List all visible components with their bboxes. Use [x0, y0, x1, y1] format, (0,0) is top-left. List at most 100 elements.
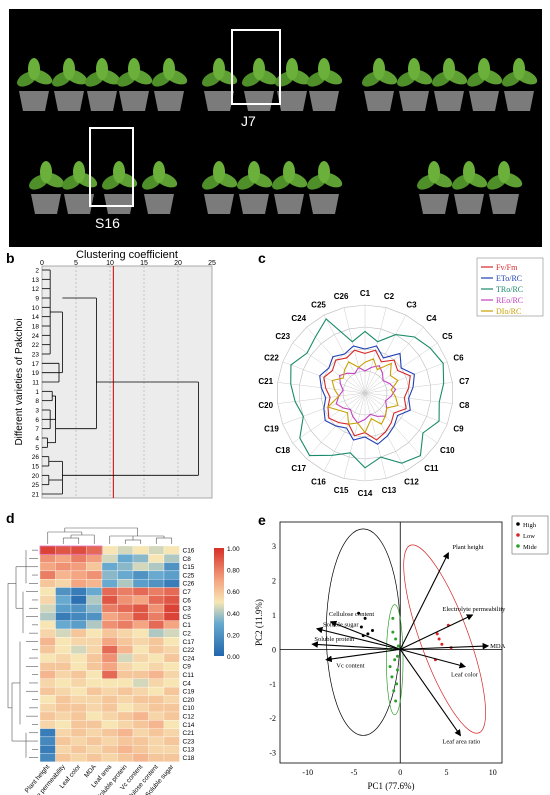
- radar-spoke: [364, 361, 448, 394]
- leaf-label: 12: [32, 286, 40, 293]
- heatmap-cell: [86, 603, 103, 613]
- heatmap-cell: [55, 579, 72, 588]
- heatmap-cell: [55, 545, 72, 555]
- pot: [454, 194, 484, 214]
- legend-label: Fv/Fm: [496, 263, 518, 272]
- heatmap-cell: [70, 603, 87, 613]
- heatmap-cell: [101, 703, 118, 713]
- pca-panel: -10 -5 0 5 10 -3 -2 -1 0 1 2 3 PC1 (77.6%) PC2 (11.9%…: [250, 508, 550, 795]
- heatmap-cell: [163, 612, 180, 621]
- scatter-point-mide: [391, 616, 395, 620]
- radar-axis-label: C24: [291, 314, 306, 323]
- pot: [104, 194, 134, 214]
- heatmap-cell: [101, 562, 118, 572]
- leaf: [113, 161, 125, 183]
- row-label: C11: [183, 672, 195, 679]
- heatmap-cell: [117, 711, 134, 721]
- row-label: C6: [183, 597, 192, 604]
- heatmap-cell: [117, 579, 134, 588]
- heatmap-cell: [55, 745, 72, 754]
- row-label: C13: [183, 747, 195, 754]
- row-label: C25: [183, 572, 195, 579]
- heatmap-cell: [39, 645, 56, 655]
- potted-plant: [452, 161, 488, 214]
- heatmap-cell: [70, 753, 87, 762]
- heatmap-cell: [55, 620, 72, 630]
- x-tick-label: 5: [74, 260, 78, 267]
- heatmap-cell: [70, 562, 87, 572]
- group-ellipse-high: [325, 528, 401, 736]
- row-label: C1: [183, 622, 192, 629]
- leaf: [73, 161, 85, 183]
- leaf-label: 25: [32, 482, 40, 489]
- heatmap-cell: [86, 554, 103, 563]
- scatter-point-mide: [395, 682, 399, 686]
- leaf-label: 15: [32, 464, 40, 471]
- heatmap-cell: [163, 595, 180, 605]
- heatmap-cell: [132, 662, 149, 671]
- radar-axis-label: C7: [459, 377, 470, 386]
- radar-axis-label: C26: [334, 292, 349, 301]
- heatmap-cell: [132, 728, 149, 738]
- heatmap-cell: [101, 670, 118, 679]
- pot: [364, 91, 394, 111]
- leaf-label: 13: [32, 277, 40, 284]
- pot: [54, 91, 84, 111]
- scatter-point-mide: [392, 689, 396, 693]
- radar-axis-label: C22: [264, 354, 279, 363]
- row-label: C19: [183, 689, 195, 696]
- heatmap-cell: [70, 678, 87, 688]
- heatmap-cell: [101, 628, 118, 638]
- heatmap-cell: [39, 620, 56, 630]
- row-label: C3: [183, 606, 192, 613]
- heatmap-cell: [163, 745, 180, 754]
- x-tick-label: -10: [302, 768, 313, 777]
- scatter-point-mide: [394, 699, 398, 703]
- pot: [309, 194, 339, 214]
- heatmap-cell: [39, 628, 56, 638]
- heatmap-cell: [148, 653, 165, 663]
- y-tick-label: 1: [272, 611, 276, 620]
- leaf: [318, 58, 330, 80]
- heatmap-cell: [86, 587, 103, 596]
- y-tick-label: 3: [272, 542, 276, 551]
- loading-vector: [399, 552, 449, 650]
- color-scale-label: 0.40: [227, 611, 240, 618]
- loading-vector: [315, 626, 401, 650]
- leaf-label: 17: [32, 361, 40, 368]
- heatmap-cell: [39, 695, 56, 704]
- leaf: [286, 58, 298, 80]
- x-tick-label: 10: [489, 768, 497, 777]
- heatmap-cell: [86, 745, 103, 754]
- heatmap-cell: [39, 612, 56, 621]
- heatmap-cell: [101, 620, 118, 630]
- heatmap-cell: [117, 554, 134, 563]
- potted-plant: [17, 58, 53, 111]
- heatmap-cell: [70, 686, 87, 696]
- legend-label: High: [523, 522, 537, 529]
- heatmap-cell: [70, 645, 87, 655]
- heatmap-cell: [148, 579, 165, 588]
- potted-plant: [152, 58, 188, 111]
- heatmap-cell: [117, 570, 134, 580]
- color-scale-label: 0.00: [227, 654, 240, 661]
- loading-vector: [399, 649, 462, 737]
- heatmap-cell: [117, 595, 134, 605]
- heatmap-cell: [132, 612, 149, 621]
- heatmap-cell: [101, 645, 118, 655]
- heatmap-cell: [39, 579, 56, 588]
- loading-vector: [325, 648, 401, 663]
- radar-axis-label: C2: [384, 292, 395, 301]
- potted-plant: [397, 58, 433, 111]
- vector-label: Vc content: [336, 663, 365, 670]
- pot: [239, 194, 269, 214]
- heatmap-cell: [70, 612, 87, 621]
- heatmap-cell: [148, 603, 165, 613]
- heatmap-cell: [39, 545, 56, 555]
- heatmap-cell: [132, 653, 149, 663]
- row-label: C12: [183, 714, 195, 721]
- x-tick-label: 20: [174, 260, 182, 267]
- row-label: C2: [183, 631, 192, 638]
- pot: [434, 91, 464, 111]
